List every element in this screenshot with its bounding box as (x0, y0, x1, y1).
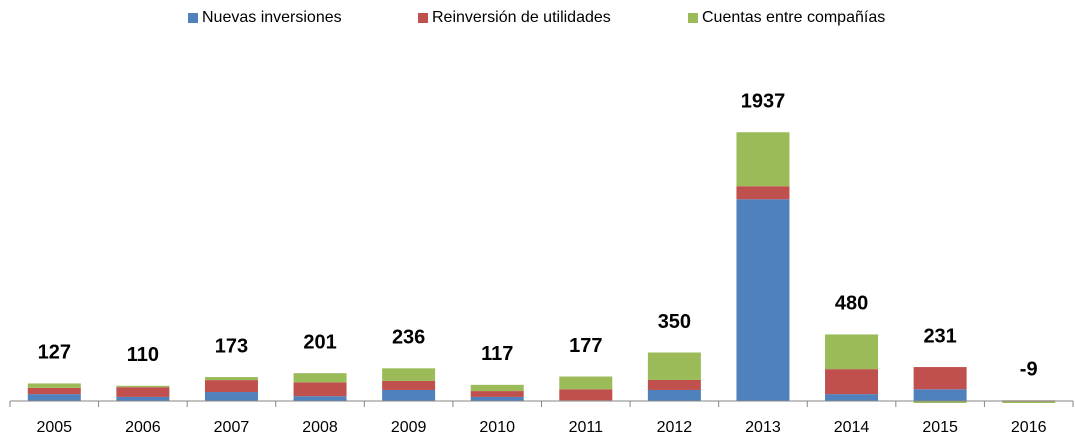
legend-label: Nuevas inversiones (202, 9, 342, 26)
bar-segment (647, 379, 701, 390)
x-tick-label: 2011 (569, 419, 604, 436)
bar-segment (382, 380, 436, 390)
bar-segment (27, 387, 81, 395)
bar-segment (559, 376, 613, 390)
bar-segment (293, 373, 347, 383)
bar-segment (736, 199, 790, 402)
x-tick-label: 2014 (834, 419, 870, 436)
total-label: 1937 (741, 91, 786, 113)
x-tick-label: 2008 (302, 419, 338, 436)
bar-segment (647, 389, 701, 402)
bar-segment (470, 391, 524, 397)
x-tick-label: 2013 (745, 419, 781, 436)
bar-segment (293, 396, 347, 402)
bar-segment (116, 385, 170, 388)
bar-segment (647, 352, 701, 380)
total-label: 110 (127, 344, 159, 366)
bar-segment (559, 389, 613, 401)
bar-segment (382, 368, 436, 381)
bar-segment (293, 382, 347, 397)
bar-segment (825, 369, 879, 395)
x-tick-label: 2007 (214, 419, 250, 436)
bar-segment (27, 394, 81, 402)
x-tick-label: 2016 (1011, 419, 1047, 436)
total-label: 117 (481, 343, 513, 365)
bar-segment (913, 389, 967, 402)
total-label: 201 (303, 331, 336, 353)
bar-segment (1002, 401, 1056, 404)
total-label: -9 (1020, 359, 1038, 381)
x-tick-label: 2012 (657, 419, 693, 436)
bar-segment (204, 392, 258, 402)
bar-segment (116, 387, 170, 397)
total-label: 173 (215, 335, 248, 357)
bar-segment (27, 383, 81, 388)
x-tick-label: 2015 (922, 419, 958, 436)
bar-segment (470, 384, 524, 392)
bar-segment (470, 396, 524, 402)
legend-swatch (188, 13, 198, 23)
legend-label: Cuentas entre compañías (702, 9, 885, 26)
total-label: 480 (835, 293, 868, 315)
bar-segment (825, 334, 879, 370)
x-tick-label: 2010 (479, 419, 515, 436)
bar-segment (913, 401, 967, 404)
legend-swatch (688, 13, 698, 23)
bar-segment (382, 389, 436, 402)
bar-segment (204, 380, 258, 393)
bar-segment (736, 132, 790, 187)
legend-swatch (418, 13, 428, 23)
total-label: 350 (658, 311, 691, 333)
bar-segment (204, 377, 258, 381)
total-label: 236 (392, 327, 425, 349)
bar-segment (736, 186, 790, 200)
legend-label: Reinversión de utilidades (432, 9, 611, 26)
bar-segment (116, 396, 170, 402)
total-label: 177 (569, 335, 602, 357)
total-label: 231 (923, 325, 956, 347)
bar-segment (913, 367, 967, 390)
x-tick-label: 2005 (36, 419, 72, 436)
total-label: 127 (38, 342, 71, 364)
x-tick-label: 2006 (125, 419, 161, 436)
x-tick-label: 2009 (391, 419, 427, 436)
bar-segment (825, 394, 879, 402)
